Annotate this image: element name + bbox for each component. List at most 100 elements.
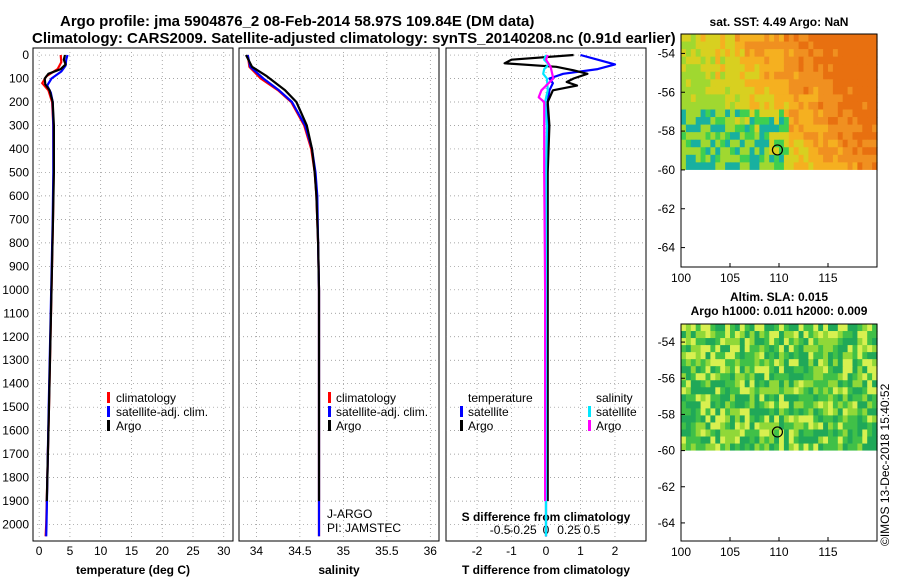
- map-cell: [857, 56, 863, 65]
- map-cell: [759, 401, 765, 409]
- map-cell: [725, 132, 731, 141]
- map-cell: [749, 71, 756, 80]
- map-cell: [847, 124, 854, 133]
- map-cell: [739, 366, 746, 374]
- map-cell: [759, 366, 765, 374]
- map-cell: [749, 324, 756, 332]
- map-cell: [730, 338, 736, 346]
- map-cell: [847, 401, 854, 409]
- map-cell: [774, 429, 780, 438]
- map-cell: [828, 34, 834, 43]
- map-cell: [798, 64, 805, 73]
- map-y-tick-label: -64: [658, 516, 676, 530]
- map-cell: [744, 415, 751, 424]
- map-cell: [818, 109, 824, 118]
- map-cell: [769, 366, 775, 374]
- map-cell: [705, 71, 711, 80]
- map-cell: [828, 147, 834, 156]
- map-cell: [842, 422, 849, 431]
- map-cell: [793, 359, 800, 367]
- map-cell: [842, 86, 849, 96]
- map-cell: [842, 415, 849, 424]
- map-cell: [832, 394, 839, 402]
- map-cell: [690, 436, 697, 445]
- map-cell: [808, 394, 814, 402]
- map-cell: [685, 422, 692, 431]
- map-cell: [847, 56, 854, 65]
- map-cell: [832, 41, 839, 50]
- map-cell: [754, 373, 760, 381]
- map-cell: [798, 324, 805, 332]
- map-cell: [769, 401, 775, 409]
- map-cell: [725, 394, 731, 402]
- map-cell: [823, 380, 829, 388]
- map-cell: [690, 101, 697, 111]
- map-cell: [847, 86, 854, 96]
- map-cell: [808, 338, 814, 346]
- map-cell: [788, 139, 795, 148]
- map-cell: [769, 49, 775, 58]
- map-x-tick-label: 105: [720, 271, 740, 285]
- imos-watermark: ©IMOS 13-Dec-2018 15:40:52: [878, 383, 892, 546]
- map-cell: [857, 86, 863, 96]
- map-cell: [710, 352, 716, 360]
- map-cell: [710, 380, 716, 388]
- map-cell: [808, 154, 814, 163]
- map-cell: [700, 387, 707, 395]
- map-cell: [754, 64, 760, 73]
- map-cell: [715, 132, 721, 141]
- top-x-tick-label: 0.25: [557, 523, 581, 537]
- map-cell: [793, 422, 800, 431]
- map-cell: [862, 401, 868, 409]
- map-cell: [847, 109, 854, 118]
- map-cell: [872, 359, 878, 367]
- map-cell: [788, 422, 795, 431]
- map-cell: [685, 401, 692, 409]
- map-cell: [725, 139, 731, 148]
- map-cell: [705, 387, 711, 395]
- map-cell: [715, 79, 721, 88]
- map-cell: [744, 101, 751, 111]
- map-cell: [715, 359, 721, 367]
- map-cell: [710, 394, 716, 402]
- map-cell: [852, 109, 858, 118]
- map-cell: [685, 94, 692, 103]
- legend-argo-temperature-swatch: [460, 420, 463, 431]
- map-cell: [813, 415, 819, 424]
- map-cell: [725, 401, 731, 409]
- map-cell: [705, 366, 711, 374]
- map-cell: [710, 154, 716, 163]
- map-cell: [832, 49, 839, 58]
- map-cell: [764, 394, 770, 402]
- map-cell: [783, 394, 790, 402]
- map-cell: [788, 79, 795, 88]
- map-cell: [837, 101, 844, 111]
- map-cell: [681, 394, 687, 402]
- map-cell: [857, 109, 863, 118]
- map-cell: [734, 154, 741, 163]
- map-cell: [685, 49, 692, 58]
- map-cell: [813, 94, 819, 103]
- map-cell: [842, 401, 849, 409]
- map-cell: [872, 331, 878, 339]
- map-cell: [852, 139, 858, 148]
- map-cell: [730, 366, 736, 374]
- map-cell: [808, 422, 814, 431]
- map-cell: [837, 117, 844, 126]
- map-cell: [857, 101, 863, 111]
- map-cell: [774, 139, 780, 148]
- map-cell: [832, 132, 839, 141]
- depth-tick-label: 700: [9, 212, 29, 226]
- map-cell: [837, 64, 844, 73]
- map-cell: [842, 366, 849, 374]
- map-cell: [730, 352, 736, 360]
- map-cell: [734, 56, 741, 65]
- map-cell: [764, 401, 770, 409]
- map-cell: [720, 394, 726, 402]
- map-cell: [769, 331, 775, 339]
- map-cell: [685, 79, 692, 88]
- map-cell: [872, 86, 878, 96]
- map-cell: [715, 324, 721, 332]
- map-cell: [783, 162, 790, 171]
